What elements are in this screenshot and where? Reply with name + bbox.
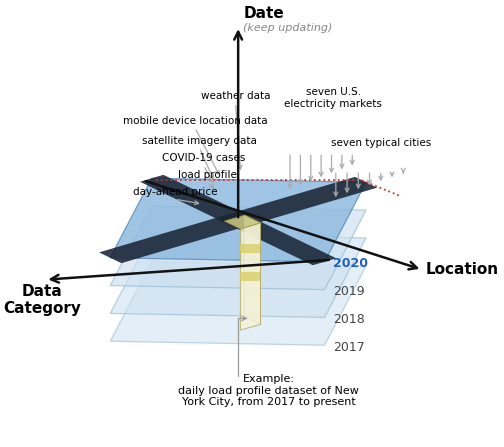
Text: Date: Date [243,6,284,21]
Polygon shape [110,178,366,262]
Text: Data
Category: Data Category [3,284,81,316]
Polygon shape [110,262,366,345]
Text: Example:
daily load profile dataset of New
York City, from 2017 to present: Example: daily load profile dataset of N… [178,374,359,407]
Polygon shape [240,272,261,281]
Text: satellite imagery data: satellite imagery data [142,135,257,146]
Text: day-ahead price: day-ahead price [133,187,217,197]
Text: seven typical cities: seven typical cities [331,139,431,148]
Polygon shape [110,206,366,290]
Polygon shape [110,234,366,317]
Text: Location: Location [426,262,499,277]
Text: 2020: 2020 [333,257,368,270]
Text: weather data: weather data [201,91,270,101]
Text: (keep updating): (keep updating) [243,23,333,33]
Text: 2018: 2018 [333,313,365,326]
Polygon shape [244,215,261,324]
Polygon shape [240,244,261,253]
Text: 2017: 2017 [333,341,365,354]
Polygon shape [240,223,261,330]
Text: mobile device location data: mobile device location data [122,116,267,126]
Text: COVID-19 cases: COVID-19 cases [162,153,245,164]
Polygon shape [99,177,377,263]
Polygon shape [224,215,261,229]
Polygon shape [140,175,336,265]
Text: 2019: 2019 [333,285,365,298]
Text: seven U.S.
electricity markets: seven U.S. electricity markets [284,87,382,109]
Text: load profile: load profile [178,170,237,180]
